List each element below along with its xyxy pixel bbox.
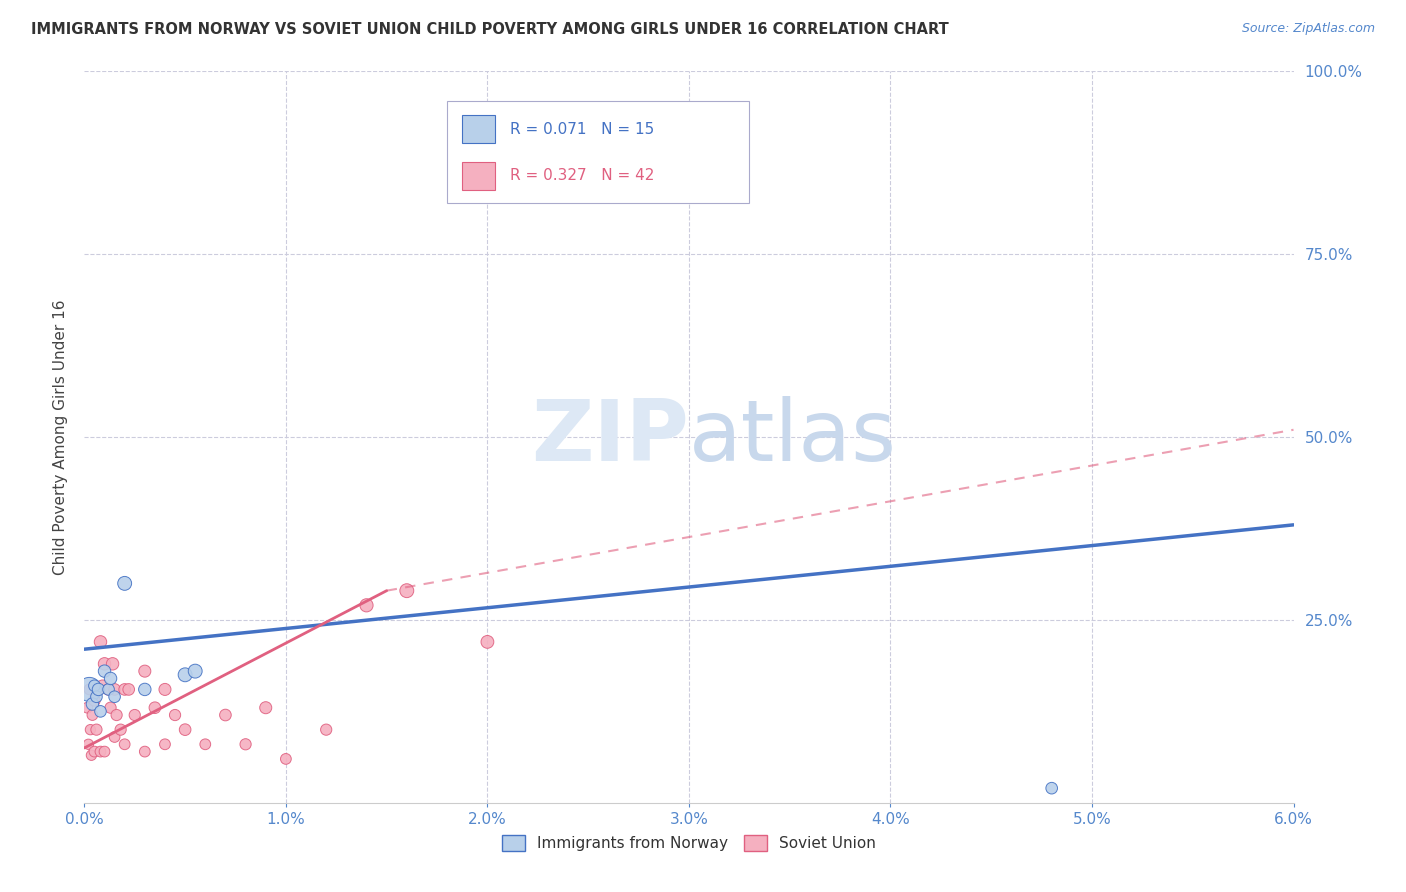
Point <box>315 723 337 737</box>
Point <box>100 672 122 686</box>
Point <box>93 745 115 759</box>
Text: atlas: atlas <box>689 395 897 479</box>
Point <box>254 700 277 714</box>
Point <box>153 737 176 751</box>
Text: IMMIGRANTS FROM NORWAY VS SOVIET UNION CHILD POVERTY AMONG GIRLS UNDER 16 CORREL: IMMIGRANTS FROM NORWAY VS SOVIET UNION C… <box>31 22 949 37</box>
Point <box>174 667 197 681</box>
Point <box>114 682 136 697</box>
Point <box>274 752 297 766</box>
Text: Source: ZipAtlas.com: Source: ZipAtlas.com <box>1241 22 1375 36</box>
Point <box>83 693 105 707</box>
Point <box>105 708 128 723</box>
Point <box>165 708 187 723</box>
Point <box>97 682 120 697</box>
Point <box>79 682 101 697</box>
Point <box>83 679 105 693</box>
Point <box>110 723 132 737</box>
Point <box>214 708 236 723</box>
Point <box>143 700 166 714</box>
Point <box>104 730 127 744</box>
Text: R = 0.327   N = 42: R = 0.327 N = 42 <box>510 169 654 184</box>
Point <box>477 635 499 649</box>
Point <box>97 682 120 697</box>
Point <box>104 690 127 704</box>
Point <box>86 690 108 704</box>
Point <box>356 599 378 613</box>
Point <box>395 583 418 598</box>
Point <box>93 657 115 671</box>
FancyBboxPatch shape <box>447 101 749 203</box>
Point <box>89 705 111 719</box>
Point <box>89 745 111 759</box>
Point <box>118 682 141 697</box>
Point <box>174 723 197 737</box>
Point <box>194 737 217 751</box>
Point <box>86 723 108 737</box>
Text: ZIP: ZIP <box>531 395 689 479</box>
Point <box>89 635 111 649</box>
Point <box>91 679 114 693</box>
Point <box>77 737 100 751</box>
Point <box>82 708 104 723</box>
FancyBboxPatch shape <box>461 162 495 190</box>
Point <box>235 737 257 751</box>
Point <box>79 682 101 697</box>
Text: R = 0.071   N = 15: R = 0.071 N = 15 <box>510 121 654 136</box>
Point <box>101 657 124 671</box>
Point <box>124 708 146 723</box>
FancyBboxPatch shape <box>461 115 495 143</box>
Point <box>80 748 103 763</box>
Point <box>83 745 105 759</box>
Legend: Immigrants from Norway, Soviet Union: Immigrants from Norway, Soviet Union <box>496 830 882 857</box>
Point <box>1040 781 1063 796</box>
Y-axis label: Child Poverty Among Girls Under 16: Child Poverty Among Girls Under 16 <box>52 300 67 574</box>
Point <box>76 700 98 714</box>
Point <box>153 682 176 697</box>
Point <box>114 737 136 751</box>
Point <box>134 745 156 759</box>
Point <box>87 682 110 697</box>
Point <box>134 664 156 678</box>
Point <box>114 576 136 591</box>
Point <box>87 682 110 697</box>
Point <box>184 664 207 678</box>
Point <box>79 723 101 737</box>
Point <box>93 664 115 678</box>
Point <box>100 700 122 714</box>
Point <box>82 697 104 711</box>
Point <box>104 682 127 697</box>
Point <box>134 682 156 697</box>
